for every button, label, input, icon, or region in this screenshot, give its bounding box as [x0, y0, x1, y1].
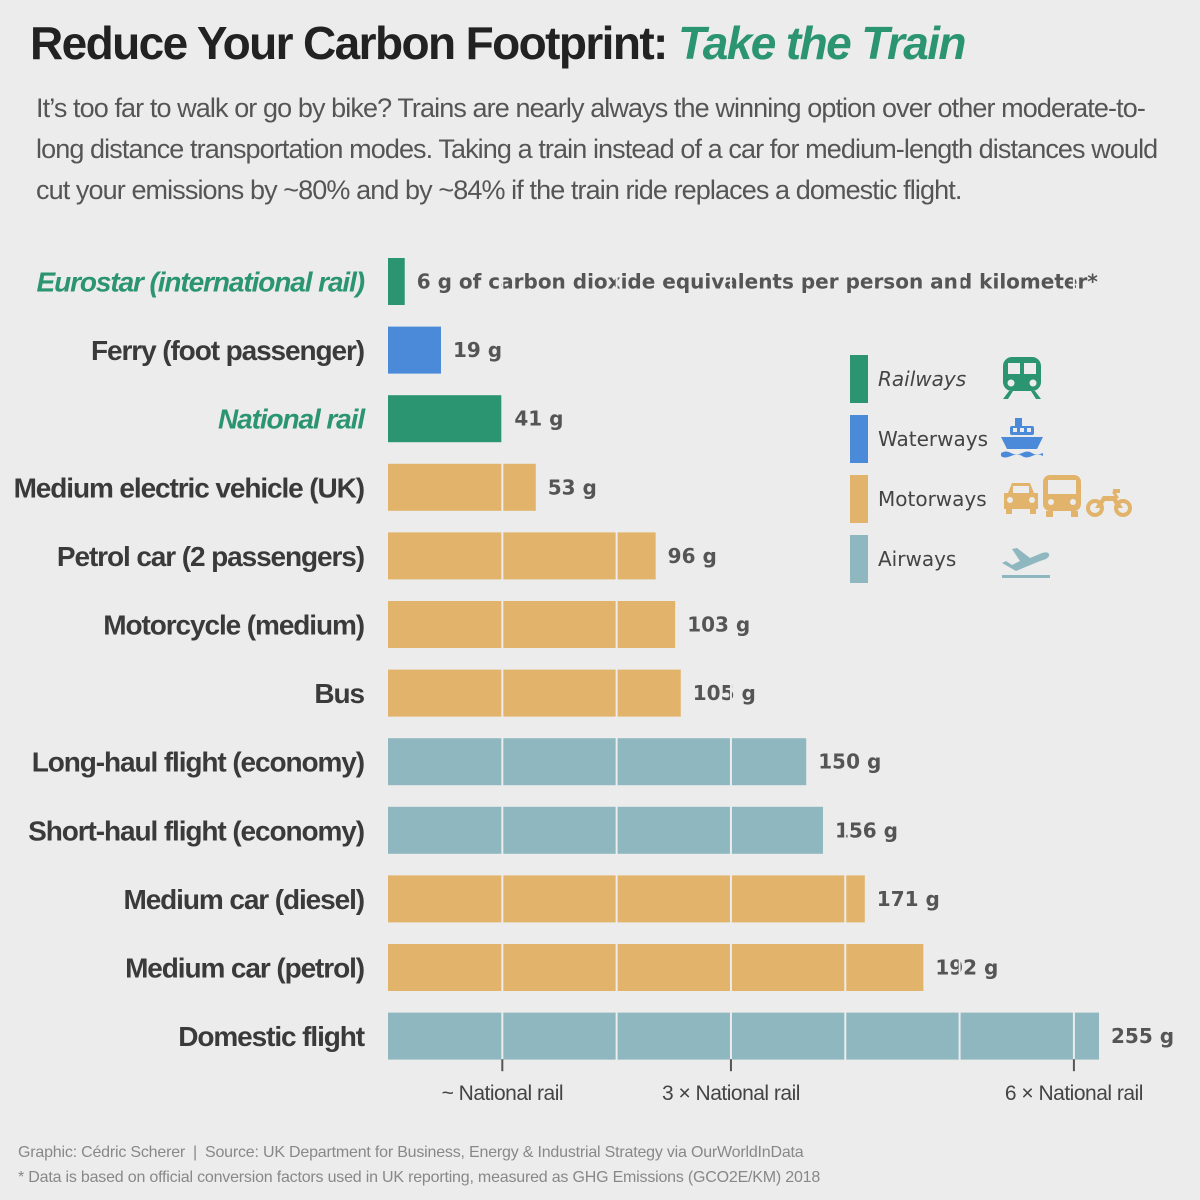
source-text: Source: UK Department for Business, Ener…: [205, 1144, 804, 1161]
bar: [388, 326, 441, 374]
separator: |: [193, 1144, 197, 1161]
category-label: Long-haul flight (economy): [32, 747, 364, 778]
footnote: * Data is based on official conversion f…: [18, 1169, 821, 1186]
legend-label: Airways: [878, 547, 956, 571]
bar: [388, 944, 924, 991]
category-label: Medium car (petrol): [125, 953, 364, 984]
value-label: 103 g: [687, 613, 750, 637]
category-label: Eurostar (international rail): [37, 267, 365, 298]
bar: [388, 601, 676, 648]
title-main: Reduce Your Carbon Footprint:: [30, 17, 668, 69]
legend-label: Motorways: [878, 487, 987, 511]
category-label: Short-haul flight (economy): [28, 815, 364, 846]
bus-icon: [1043, 475, 1081, 517]
title-accent: Take the Train: [677, 17, 967, 69]
bar: [388, 669, 681, 717]
ferry-icon: [1001, 418, 1043, 458]
value-label: 192 g: [935, 956, 998, 980]
legend-swatch: [850, 535, 868, 583]
bar: [388, 1012, 1099, 1060]
value-label: 171 g: [877, 887, 940, 911]
chart-title: Reduce Your Carbon Footprint: Take the T…: [30, 16, 967, 70]
category-label: Bus: [314, 678, 364, 709]
value-label: 53 g: [548, 475, 597, 499]
caption: Graphic: Cédric Scherer | Source: UK Depar…: [18, 1140, 820, 1190]
motorcycle-icon: [1086, 489, 1132, 517]
value-label: 150 g: [818, 750, 881, 774]
legend-swatch: [850, 415, 868, 463]
category-label: Domestic flight: [178, 1021, 365, 1052]
category-label: Petrol car (2 passengers): [57, 541, 364, 572]
legend-swatch: [850, 475, 868, 523]
train-icon: [1003, 357, 1041, 399]
category-label: Motorcycle (medium): [103, 610, 364, 641]
bar: [388, 258, 405, 305]
car-icon: [1004, 483, 1038, 514]
bar: [388, 875, 865, 923]
tick-label: 3 × National rail: [662, 1082, 800, 1105]
tick-label: ~ National rail: [442, 1082, 563, 1105]
category-label: Ferry (foot passenger): [91, 335, 364, 366]
bar: [388, 806, 823, 854]
value-label: 6 g of carbon dioxide equivalents per pe…: [417, 270, 1099, 294]
value-label: 255 g: [1111, 1024, 1174, 1048]
bar-chart: Eurostar (international rail) 6 g of carb…: [13, 258, 1175, 1106]
bar: [388, 463, 536, 511]
airplane-icon: [1002, 548, 1050, 578]
legend-label: Railways: [878, 367, 966, 391]
legend-swatch: [850, 355, 868, 403]
bar: [388, 738, 807, 786]
category-label: Medium car (diesel): [123, 884, 364, 915]
credit-line: Graphic: Cédric Scherer | Source: UK Depar…: [18, 1140, 820, 1165]
chart-subtitle: It’s too far to walk or go by bike? Trai…: [36, 93, 1158, 205]
bar: [388, 532, 656, 580]
category-label: Medium electric vehicle (UK): [14, 472, 364, 503]
credit-text: Graphic: Cédric Scherer: [18, 1144, 186, 1161]
value-label: 19 g: [453, 338, 502, 362]
category-label: National rail: [218, 404, 366, 435]
tick-label: 6 × National rail: [1005, 1082, 1143, 1105]
value-label: 41 g: [514, 407, 563, 431]
value-label: 96 g: [668, 544, 717, 568]
legend-label: Waterways: [878, 427, 988, 451]
value-label: 105 g: [693, 681, 756, 705]
bar: [388, 395, 503, 443]
